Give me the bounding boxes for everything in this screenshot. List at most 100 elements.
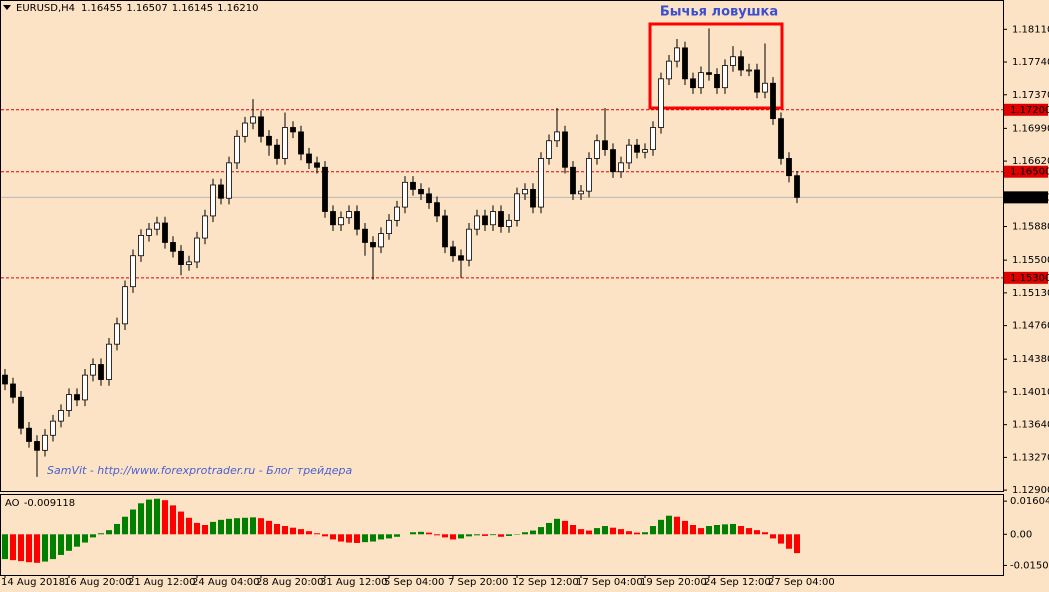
candle-body (634, 144, 640, 153)
candle-body (514, 193, 520, 221)
quote: 1.16145 (172, 3, 213, 14)
candle-body (610, 149, 616, 173)
y-tick-label: 1.14380 (1012, 354, 1049, 365)
ao-bar (130, 509, 136, 535)
ao-bar (50, 534, 56, 560)
last-price-label: 1.16210 (1010, 192, 1049, 203)
ao-bar (58, 534, 64, 555)
ao-bar (234, 518, 240, 535)
ao-bar (650, 526, 656, 535)
ao-bar (322, 534, 328, 537)
menu-arrow (3, 5, 11, 10)
x-tick-label: 24 Sep 12:00 (704, 577, 771, 588)
candle-body (434, 202, 440, 217)
ao-bar (554, 518, 560, 535)
candle-body (226, 162, 232, 199)
x-tick-label: 31 Aug 12:00 (320, 577, 387, 588)
ao-bar (2, 534, 8, 560)
candle-body (290, 127, 296, 133)
ao-bar (26, 534, 32, 563)
candle-body (66, 394, 72, 411)
candle-body (538, 158, 544, 208)
header: EURUSD,H4 1.16455 1.16507 1.16145 1.16210 (16, 3, 258, 14)
ao-bar (418, 531, 424, 535)
ao-bar (738, 526, 744, 535)
ao-bar (106, 530, 112, 535)
ao-bar (562, 520, 568, 535)
ao-bar (442, 534, 448, 538)
ao-bar (282, 526, 288, 535)
candle-body (682, 47, 688, 80)
ao-bar (546, 522, 552, 535)
candle-body (202, 215, 208, 239)
candle-body (498, 211, 504, 227)
ao-bar (770, 534, 776, 539)
ao-bar (18, 534, 24, 562)
ao-bar (154, 498, 160, 535)
candle-body (474, 215, 480, 230)
candle-body (338, 217, 344, 226)
y-tick-label: 1.14760 (1012, 321, 1049, 332)
ao-bar (682, 520, 688, 535)
candle-body (378, 233, 384, 248)
level-box (1004, 103, 1048, 116)
candle-body (266, 135, 272, 146)
ao-bar (450, 534, 456, 540)
y-tick-label: 1.12900 (1012, 485, 1049, 496)
candle-body (58, 410, 64, 422)
ao-bar (602, 526, 608, 535)
ao-bar (794, 534, 800, 554)
ao-bar (618, 529, 624, 535)
ao-bar (666, 515, 672, 535)
ao-panel (0, 494, 1004, 576)
ao-bar (194, 522, 200, 535)
candle-body (418, 188, 424, 195)
y-tick-label: 1.18110 (1012, 24, 1049, 35)
ao-bar (34, 534, 40, 563)
ao-bar (394, 534, 400, 537)
ao-bar (746, 528, 752, 535)
candle-body (322, 166, 328, 212)
candle-body (722, 65, 728, 89)
candle-body (18, 396, 24, 429)
candle-body (10, 383, 16, 398)
ao-bar (170, 505, 176, 535)
candle-body (82, 374, 88, 401)
ao-bar (122, 516, 128, 535)
candle-body (138, 234, 144, 257)
candle-body (794, 175, 800, 198)
level-label: 1.15300 (1010, 273, 1049, 284)
ao-bar (338, 534, 344, 542)
candle-body (642, 149, 648, 153)
ao-bar (658, 519, 664, 535)
candle-body (506, 219, 512, 227)
y-tick-label: 1.16620 (1012, 156, 1049, 167)
quote: 1.16210 (217, 3, 258, 14)
candle-body (154, 222, 160, 230)
x-tick-label: 7 Sep 20:00 (448, 577, 508, 588)
y-tick-label: 1.15130 (1012, 288, 1049, 299)
candle-body (234, 135, 240, 164)
candle-body (658, 78, 664, 128)
ao-bar (538, 527, 544, 535)
candle-body (162, 222, 168, 243)
ao-bar (98, 533, 104, 535)
ao-bar (674, 516, 680, 535)
ao-bar (762, 532, 768, 535)
ao-bar (314, 533, 320, 535)
ao-bar (730, 523, 736, 535)
y-tick-label: 1.15500 (1012, 255, 1049, 266)
ao-bar (490, 534, 496, 536)
candle-body (170, 242, 176, 252)
ao-bar (474, 534, 480, 536)
candle-body (730, 56, 736, 66)
candle-body (562, 131, 568, 168)
x-tick-label: 21 Aug 12:00 (128, 577, 195, 588)
x-tick-label: 14 Aug 2018 (1, 577, 65, 588)
price-panel (0, 0, 1004, 492)
annotation: Бычья ловушка (660, 5, 778, 20)
candle-body (442, 215, 448, 248)
candle-body (754, 69, 760, 93)
